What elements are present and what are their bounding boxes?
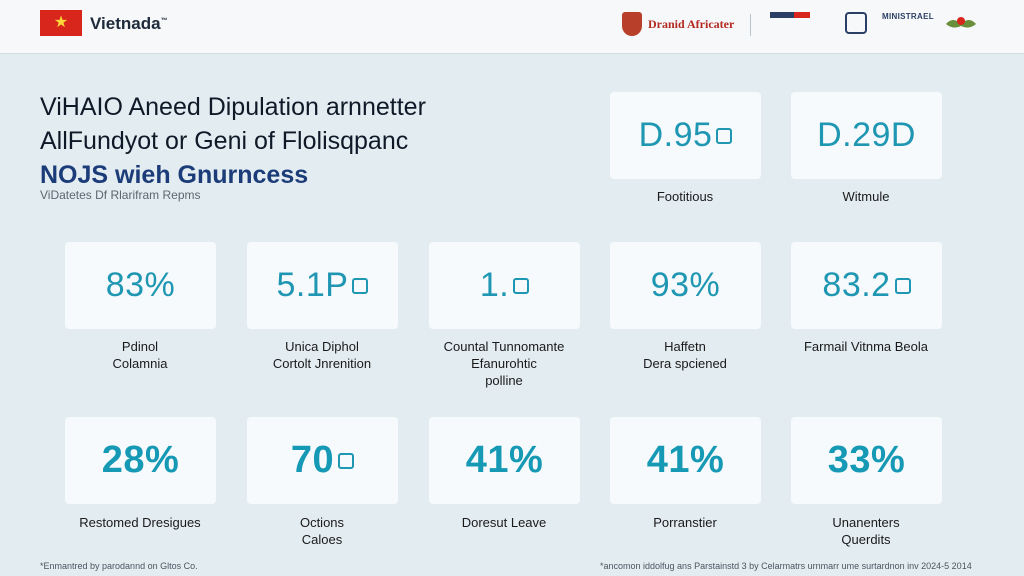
stat-caption: Footitious (656, 189, 714, 204)
stat-caption: Unica Diphol Cortolt Jnrenition (272, 339, 372, 371)
stat-card: D.95 (610, 92, 761, 179)
stat-card: 41% (610, 417, 761, 504)
partner-logo-3 (828, 12, 884, 36)
chart-glyph-icon (716, 127, 733, 144)
page-title: ViHAIO Aneed Dipulation arnnetter AllFun… (40, 93, 426, 189)
stat-card: D.29D (791, 92, 942, 179)
stat-card: 1. (429, 242, 580, 329)
brand-name: Vietnada™ (90, 14, 168, 33)
header-bar: ★ Vietnada™ Dranid Africater MINISTRAEL (0, 0, 1024, 54)
vietnam-flag-icon: ★ (40, 10, 82, 36)
stat-card: 70 (247, 417, 398, 504)
footer-note-right: *ancomon iddolfug ans Parstainstd 3 by C… (600, 561, 972, 571)
stat-caption: Octions Caloes (299, 515, 345, 547)
stat-card: 33% (791, 417, 942, 504)
stat-card: 5.1P (247, 242, 398, 329)
partner-logo-4: MINISTRAEL (882, 12, 934, 21)
page-subtitle: ViDatetes Df Rlarifram Repms (40, 188, 201, 202)
stat-caption: Countal Tunnomante Efanurohtic polline (443, 339, 565, 388)
stat-card: 41% (429, 417, 580, 504)
stat-card: 28% (65, 417, 216, 504)
stat-caption: Farmail Vitnma Beola (803, 339, 929, 354)
partner-logo-2 (762, 12, 818, 20)
stat-caption: Restomed Dresigues (79, 515, 201, 530)
stat-card: 93% (610, 242, 761, 329)
seal-icon (845, 12, 867, 34)
partner-logo-1: Dranid Africater (622, 12, 734, 36)
chart-glyph-icon (338, 452, 355, 469)
chart-glyph-icon (894, 277, 911, 294)
chart-glyph-icon (513, 277, 530, 294)
stat-caption: Doresut Leave (461, 515, 547, 530)
footer-note-left: *Enmantred by parodannd on Gltos Co. (40, 561, 198, 571)
stat-caption: Pdinol Colamnia (112, 339, 168, 371)
crest-icon (622, 12, 642, 36)
stat-caption: Porranstier (653, 515, 717, 530)
stat-caption: Unanenters Querdits (832, 515, 900, 547)
header-divider (750, 14, 751, 36)
stat-caption: Haffetn Dera spciened (643, 339, 727, 371)
stat-card: 83.2 (791, 242, 942, 329)
chart-glyph-icon (352, 277, 369, 294)
stat-caption: Witmule (842, 189, 890, 204)
stat-card: 83% (65, 242, 216, 329)
emblem-icon (944, 12, 978, 34)
